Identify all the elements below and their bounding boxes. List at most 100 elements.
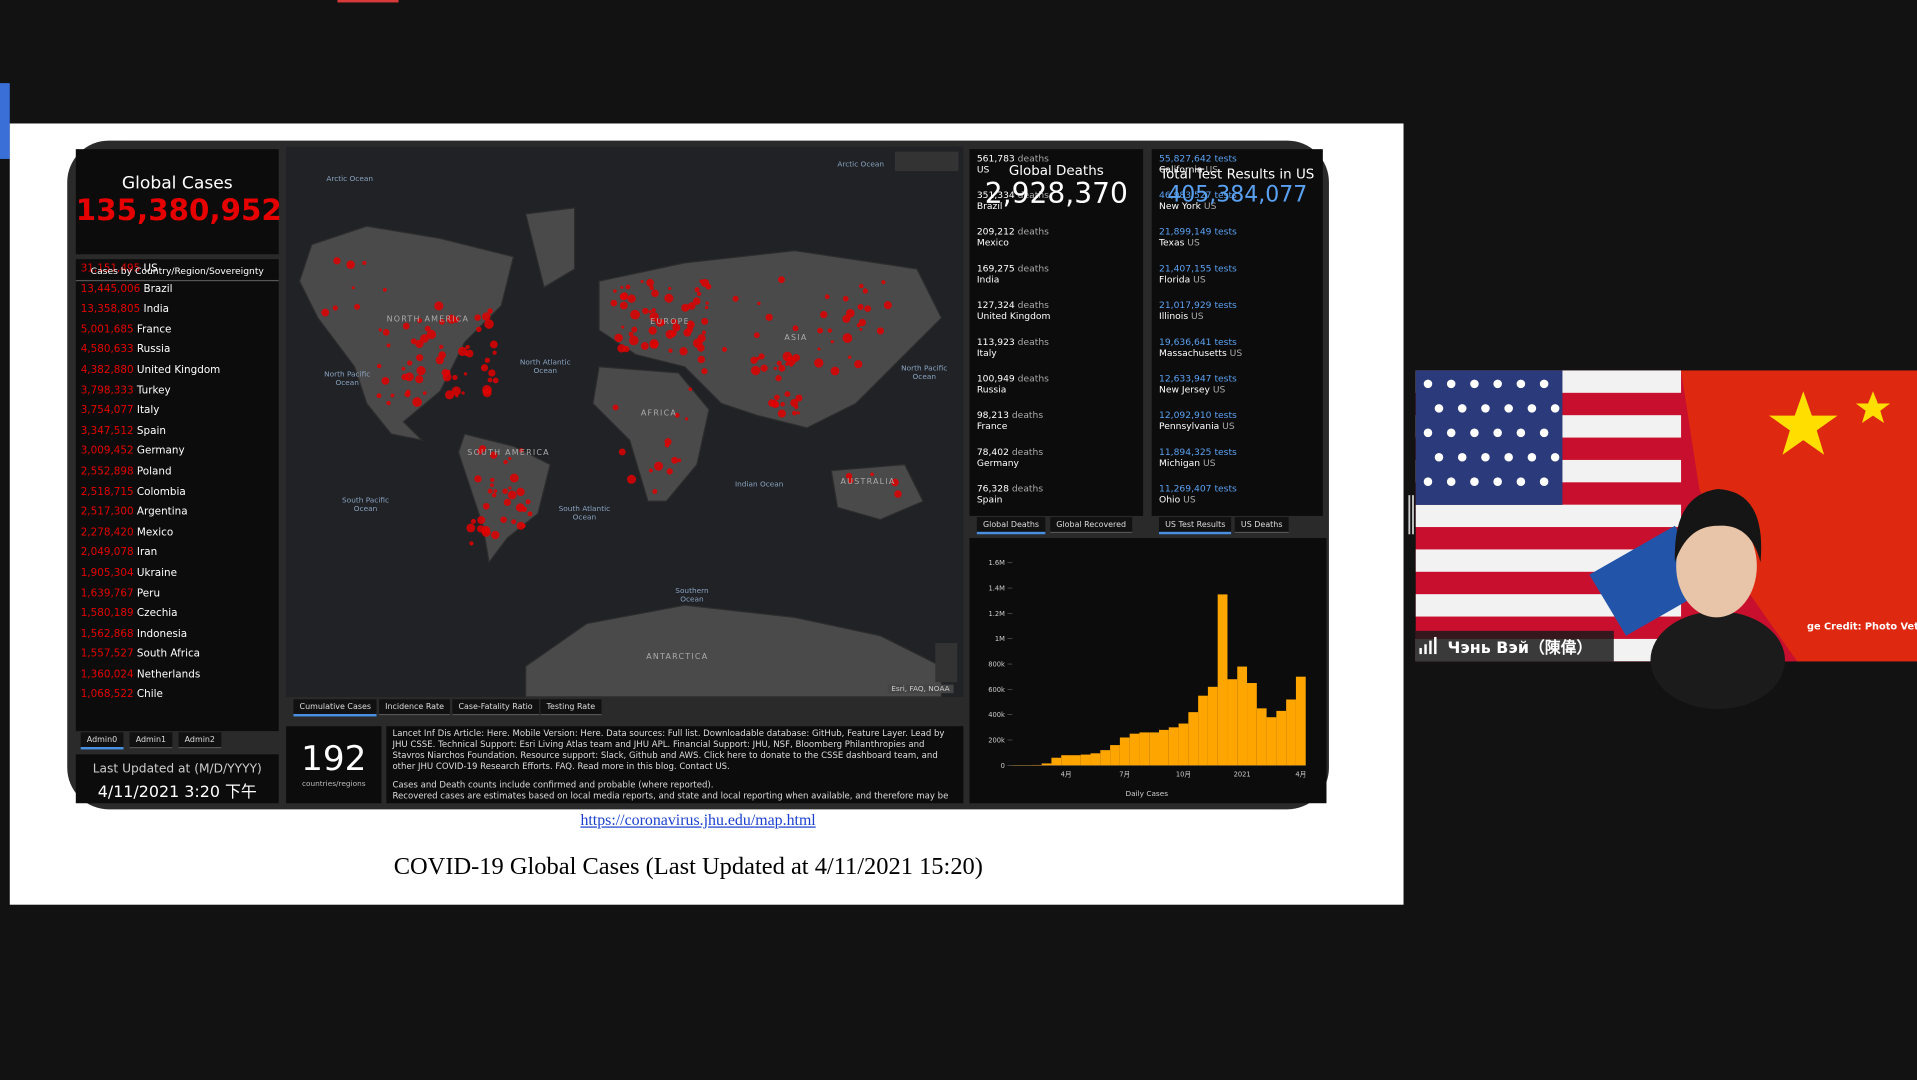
source-link[interactable]: https://coronavirus.jhu.edu/map.html [580,810,816,829]
person-hair [1674,489,1762,563]
state: New York [1159,200,1201,212]
map-marker [775,375,782,382]
continent [830,463,924,521]
map-marker [426,329,437,340]
map-marker [482,312,491,321]
map-marker [477,448,484,455]
map-marker [830,340,834,344]
y-tick-label: 0 [1001,762,1005,770]
map-marker [687,302,696,310]
map-marker [503,498,512,506]
count-value: 192 [301,738,367,779]
map-label: Arctic Ocean [326,174,373,184]
tab[interactable]: Admin0 [80,732,124,750]
map-marker [820,311,828,319]
flag-canton [1415,370,1563,505]
map-marker [627,294,636,303]
country-name: Germany [136,445,185,458]
country: US [1183,493,1196,505]
map-marker [621,325,625,329]
slide-caption: COVID-19 Global Cases (Last Updated at 4… [393,853,983,881]
info-text: Lancet Inf Dis Article: Here. Mobile Ver… [392,728,945,772]
country-name: Peru [136,587,161,600]
deaths-row: 169,275 deaths India [970,259,1144,296]
country: US [1193,273,1206,285]
tab[interactable]: US Deaths [1234,517,1289,534]
death-count: 76,328 [976,482,1009,494]
place: Mexico [976,237,1009,249]
state: Texas [1159,237,1185,249]
map-marker [845,472,853,480]
country: US [1205,163,1219,175]
count-label: countries/regions [301,780,366,789]
map-label: NORTH AMERICA [386,314,470,324]
country-name: Poland [136,465,172,478]
map-toolbar[interactable] [894,151,959,172]
map-marker [848,478,854,484]
y-tick-label: 1M [995,635,1005,643]
map-marker [630,309,640,320]
name-plate [1415,630,1614,662]
map-label: North Pacific Ocean [901,364,948,382]
tab[interactable]: Case-Fatality Ratio [452,699,539,716]
death-count: 113,923 [976,336,1015,348]
tab[interactable]: Admin2 [178,732,222,749]
country-row: 2,517,300 Argentina [76,503,279,523]
signal-bar [1429,640,1432,655]
tab[interactable]: Global Recovered [1050,517,1133,534]
tests-panel: Total Test Results in US 405,384,077 55,… [1151,149,1323,516]
bar [1295,676,1306,766]
continent [592,366,710,502]
divider[interactable] [1412,495,1414,535]
tab[interactable]: Cumulative Cases [293,699,378,717]
star [1434,452,1444,462]
case-count: 2,049,078 [80,546,134,560]
country-row: 2,049,078 Iran [76,543,279,563]
map-marker [511,519,517,525]
map-marker [847,355,852,360]
test-unit: tests [1214,189,1237,201]
tab[interactable]: US Test Results [1159,517,1232,535]
test-unit: tests [1214,446,1237,458]
divider[interactable] [1408,495,1411,535]
map-labels: Arctic Ocean Arctic Ocean North Pacific Oc… [0,0,947,661]
y-tick-label: 1.4M [988,585,1005,593]
map-marker [619,301,628,310]
signal-bar [1419,647,1422,655]
bar [1139,732,1150,766]
info-text: Recovered cases are estimates based on l… [392,791,949,801]
flag-stars [1423,379,1560,486]
deaths-row: 351,334 deaths Brazil [970,186,1144,223]
map-label: ASIA [784,332,808,343]
map-marker [842,295,849,302]
info-text: Cases and Death counts include confirmed… [392,780,714,790]
continent [525,604,942,698]
zoom-control[interactable] [935,643,958,683]
daily-cases-chart: 0 200k 400k 600k 800k 1M 1.2M 1.4M 1.6M 4月 7月 10月 20… [969,537,1327,804]
map-marker [668,286,672,291]
country-name: Czechia [136,607,178,620]
death-unit: deaths [1011,409,1044,421]
tab[interactable]: Testing Rate [540,699,602,716]
global-deaths-value: 2,928,370 [984,178,1128,211]
star [1539,428,1549,438]
map-marker [790,398,799,407]
map-marker [493,489,498,493]
tab[interactable]: Incidence Rate [378,699,451,716]
bar [1129,733,1140,766]
bar [1168,727,1179,766]
signal-bar [1434,636,1437,655]
test-count: 11,269,407 [1159,482,1212,494]
star [1516,379,1526,389]
tab[interactable]: Admin1 [129,732,173,749]
map-marker [502,488,508,494]
country: US [1203,200,1217,212]
tab[interactable]: Global Deaths [976,517,1046,535]
country-name: Spain [136,425,166,438]
place: New Jersey US [1159,384,1315,395]
case-count: 3,798,333 [80,384,134,397]
country-name: Indonesia [136,628,188,641]
death-unit: deaths [1017,152,1049,164]
bar [1041,763,1052,766]
country-row: 2,278,420 Mexico [76,523,279,543]
